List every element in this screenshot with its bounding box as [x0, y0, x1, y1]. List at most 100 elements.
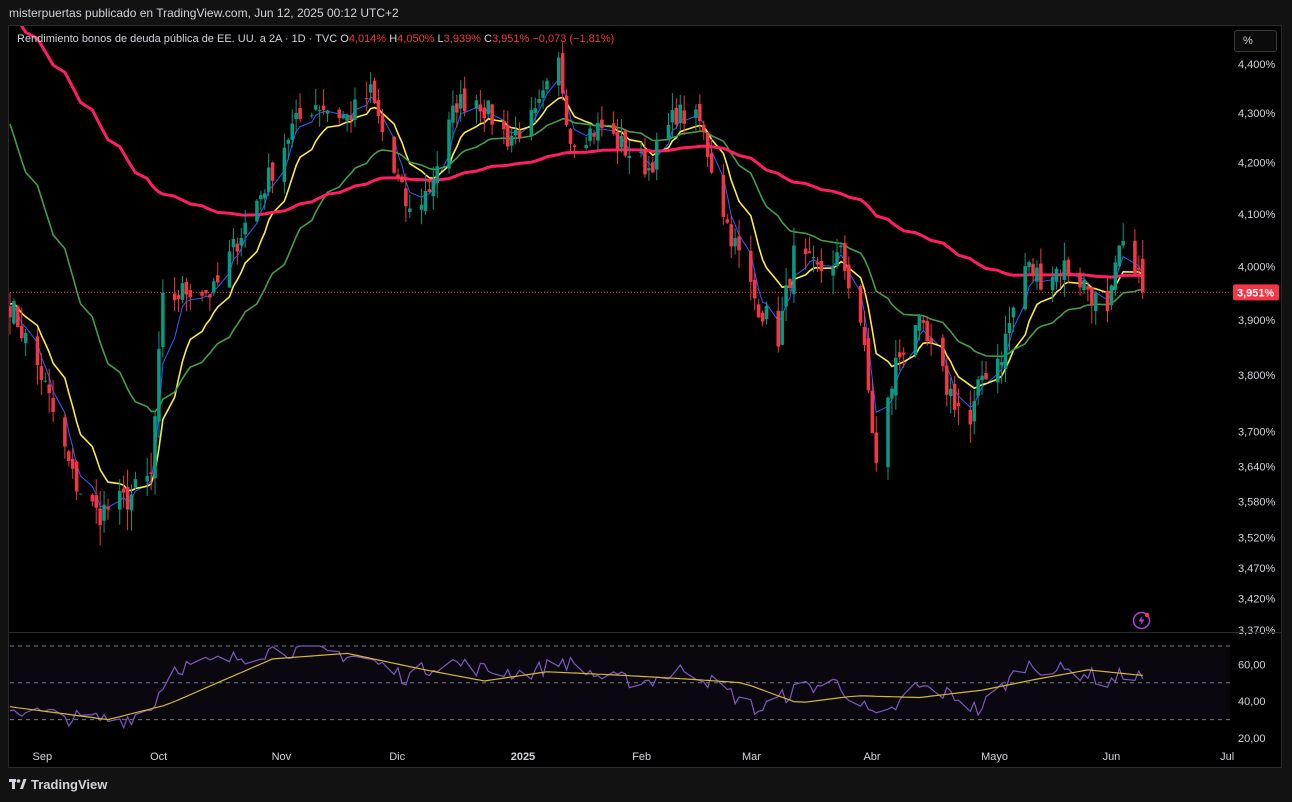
oscillator-panel[interactable] [9, 645, 1231, 730]
candle [725, 214, 730, 224]
candle [776, 296, 781, 353]
candle-body [694, 109, 698, 118]
price-tick-label: 4,200% [1238, 158, 1276, 170]
candle-body [70, 458, 75, 469]
candle [764, 301, 769, 325]
candle-body [698, 104, 702, 122]
candle-body [235, 243, 240, 252]
candle [290, 109, 294, 148]
candle-body [419, 204, 424, 210]
candle-body [1007, 323, 1012, 334]
candle-body [1039, 263, 1043, 290]
candle [67, 449, 71, 467]
candle [749, 235, 753, 301]
candle [133, 471, 138, 490]
candle-body [654, 141, 659, 170]
candle [509, 127, 514, 153]
candle-body [43, 380, 48, 382]
percent-scale-button[interactable]: % [1234, 30, 1277, 52]
candle-body [1137, 268, 1141, 270]
candle [286, 137, 291, 160]
candle [1058, 269, 1063, 289]
candle [1050, 266, 1055, 303]
candle [1105, 277, 1110, 323]
flash-icon[interactable] [1132, 611, 1151, 630]
candle [886, 396, 890, 481]
rsi-line [9, 645, 1144, 730]
candle-body [917, 314, 922, 331]
candle [266, 153, 271, 197]
close-value: 3,951% [491, 33, 530, 45]
candle [392, 135, 396, 175]
price-axis[interactable]: 4,400% 4,300% 4,200% 4,100% 4,000% 3,900% 3,80… [1233, 59, 1279, 637]
candle [455, 94, 459, 128]
price-panel[interactable] [8, 8, 1231, 546]
candle-body [709, 153, 714, 173]
candle-body [313, 105, 318, 110]
candle [19, 307, 24, 342]
candle [451, 90, 455, 138]
ema-fast-line [9, 78, 1144, 508]
candle [478, 89, 483, 123]
candle [611, 111, 616, 136]
candle-body [647, 168, 651, 171]
candle-body [404, 188, 408, 207]
ema-mid-line [9, 96, 1144, 492]
time-axis[interactable]: Sep Oct Nov Dic 2025 Feb Mar Abr Mayo Jun Jul [33, 751, 1235, 763]
oscillator-tick-label: 20,00 [1238, 733, 1266, 745]
candle-body [63, 417, 67, 447]
candle-body [184, 281, 189, 295]
candle [47, 368, 51, 413]
candle-body [674, 107, 679, 125]
candle-body [153, 416, 157, 479]
candle-body [204, 290, 208, 294]
candle [1011, 306, 1016, 332]
candle-body [533, 108, 537, 114]
candle [1121, 223, 1125, 249]
candle-body [431, 180, 436, 197]
price-tick-label: 3,520% [1238, 533, 1276, 545]
candle [313, 88, 318, 111]
candle [529, 96, 534, 141]
candle [945, 357, 949, 407]
candle-body [117, 490, 122, 510]
candle-body [596, 122, 600, 141]
candle-body [839, 245, 843, 248]
candle-body [506, 124, 510, 147]
candle-body [894, 357, 898, 396]
candle [200, 289, 204, 302]
candle-body [215, 275, 220, 283]
candle [729, 216, 733, 259]
candle [733, 228, 737, 255]
candle-body [643, 151, 647, 175]
time-tick-label: Mayo [981, 751, 1008, 763]
candle [317, 105, 322, 127]
brand-name: TradingView [31, 777, 108, 792]
candle [600, 106, 604, 137]
candle-body [106, 506, 110, 510]
oscillator-axis: 60,00 40,00 20,00 [1238, 659, 1266, 745]
time-tick-label: Oct [150, 751, 167, 763]
time-tick-label: 2025 [511, 751, 535, 763]
candle [513, 116, 518, 145]
candle-body [666, 124, 671, 140]
candle-body [1078, 272, 1082, 288]
candle [1027, 260, 1031, 273]
candle [259, 191, 263, 210]
candle [70, 447, 75, 479]
tradingview-brand[interactable]: TradingView [9, 777, 107, 793]
candle [572, 143, 577, 159]
candle [90, 492, 95, 507]
candle [325, 109, 330, 122]
candle [870, 380, 875, 434]
candle-body [556, 57, 561, 86]
candle [890, 386, 894, 416]
candle-body [259, 195, 263, 200]
candle-body [811, 256, 816, 259]
candle-body [423, 191, 428, 212]
candle-body [90, 494, 95, 502]
chart-frame [8, 25, 1282, 768]
candle-body [866, 338, 871, 391]
instrument-name[interactable]: Rendimiento bonos de deuda pública de EE… [17, 33, 338, 45]
